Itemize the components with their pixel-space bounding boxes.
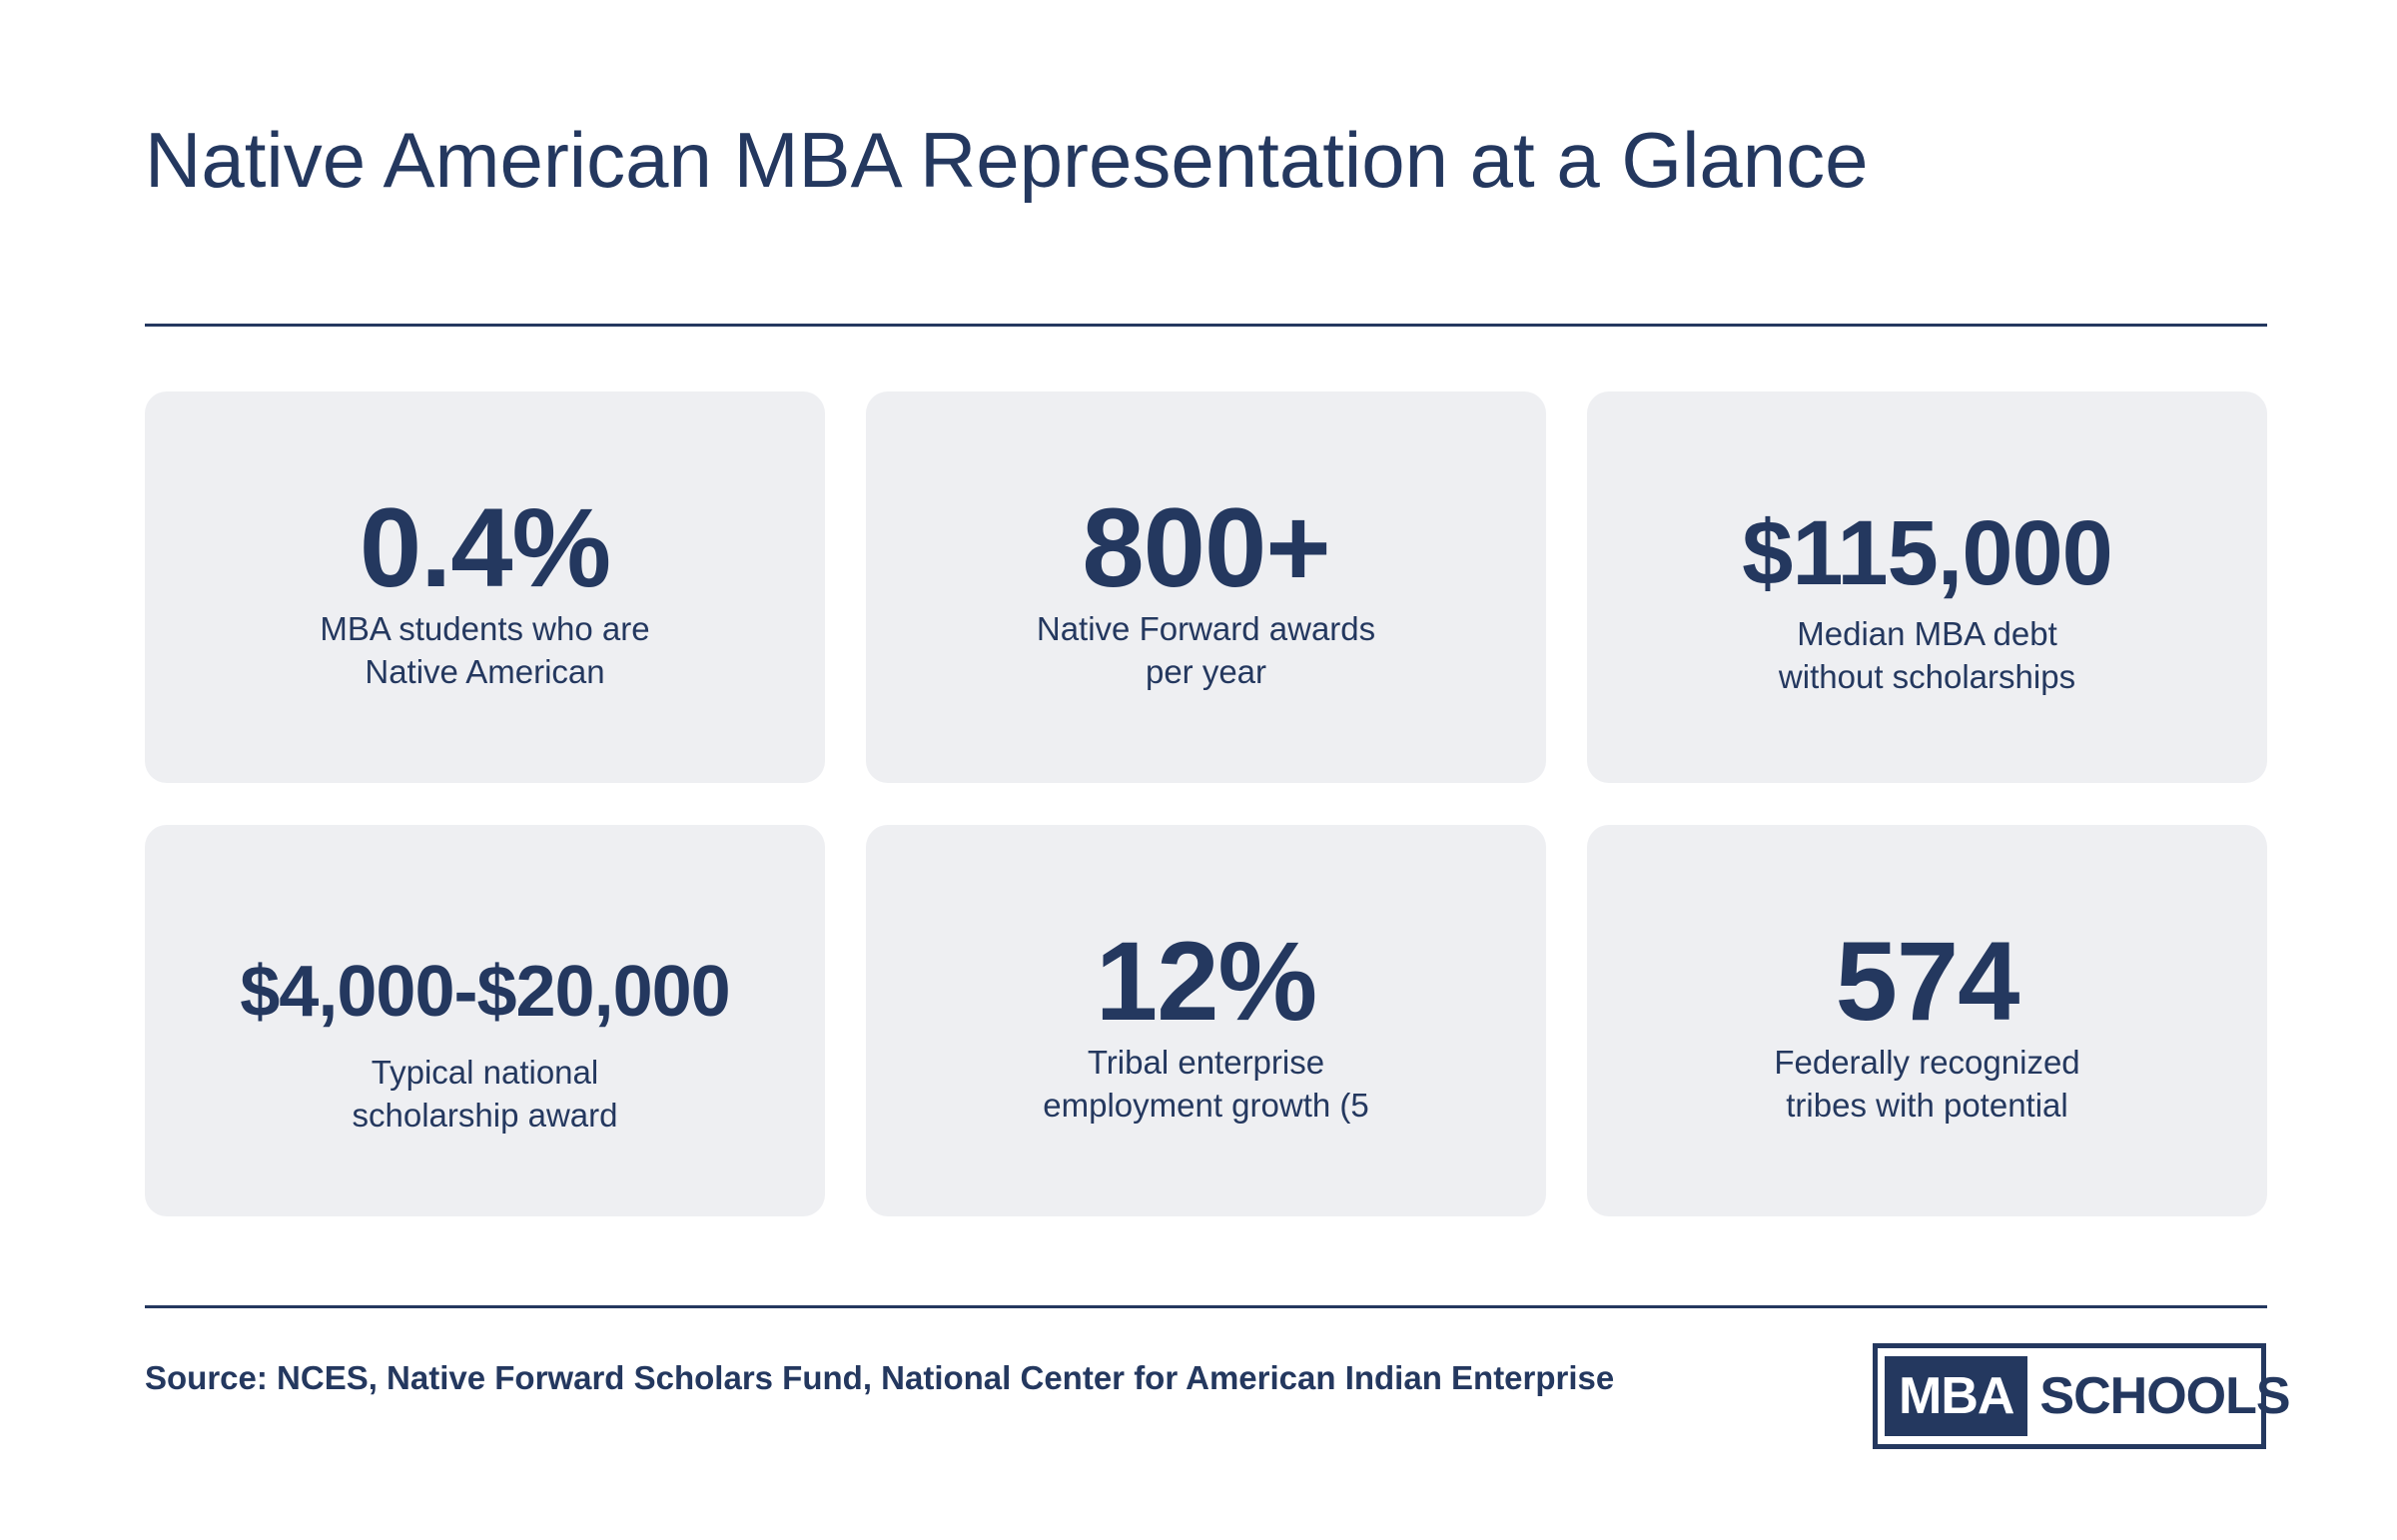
stat-label: Federally recognized tribes with potenti… — [1774, 1044, 2080, 1124]
stat-value: 12% — [1095, 919, 1317, 1044]
stat-value: 0.4% — [359, 485, 611, 610]
source-note: Source: NCES, Native Forward Scholars Fu… — [145, 1359, 1615, 1396]
stat-card-employment-growth: 12% Tribal enterprise employment growth … — [866, 825, 1546, 1216]
stat-card-recognized-tribes: 574 Federally recognized tribes with pot… — [1587, 825, 2267, 1216]
stat-card-native-share: 0.4% MBA students who are Native America… — [145, 391, 825, 783]
stat-value: 800+ — [1082, 485, 1330, 610]
stat-card-median-debt: $115,000 Median MBA debt without scholar… — [1587, 391, 2267, 783]
stat-card-native-forward-awards: 800+ Native Forward awards per year — [866, 391, 1546, 783]
page-title: Native American MBA Representation at a … — [145, 116, 1869, 204]
stat-value: $115,000 — [1742, 502, 2113, 604]
stat-label: MBA students who are Native American — [320, 610, 650, 690]
bottom-divider — [145, 1305, 2267, 1308]
stat-label: Median MBA debt without scholarships — [1778, 615, 2076, 695]
top-divider — [145, 324, 2267, 327]
stat-value: $4,000-$20,000 — [240, 952, 730, 1032]
logo-mba-text: MBA — [1885, 1356, 2028, 1436]
logo-schools-text: SCHOOLS — [2039, 1367, 2290, 1425]
stats-grid: 0.4% MBA students who are Native America… — [145, 391, 2267, 1216]
stat-label: Native Forward awards per year — [1036, 610, 1376, 690]
stat-label: Typical national scholarship award — [352, 1054, 618, 1134]
mba-schools-logo: MBA SCHOOLS — [1873, 1343, 2291, 1449]
stat-card-scholarship-award: $4,000-$20,000 Typical national scholars… — [145, 825, 825, 1216]
stat-label: Tribal enterprise employment growth (5 — [1043, 1044, 1369, 1124]
stat-value: 574 — [1835, 919, 2020, 1044]
